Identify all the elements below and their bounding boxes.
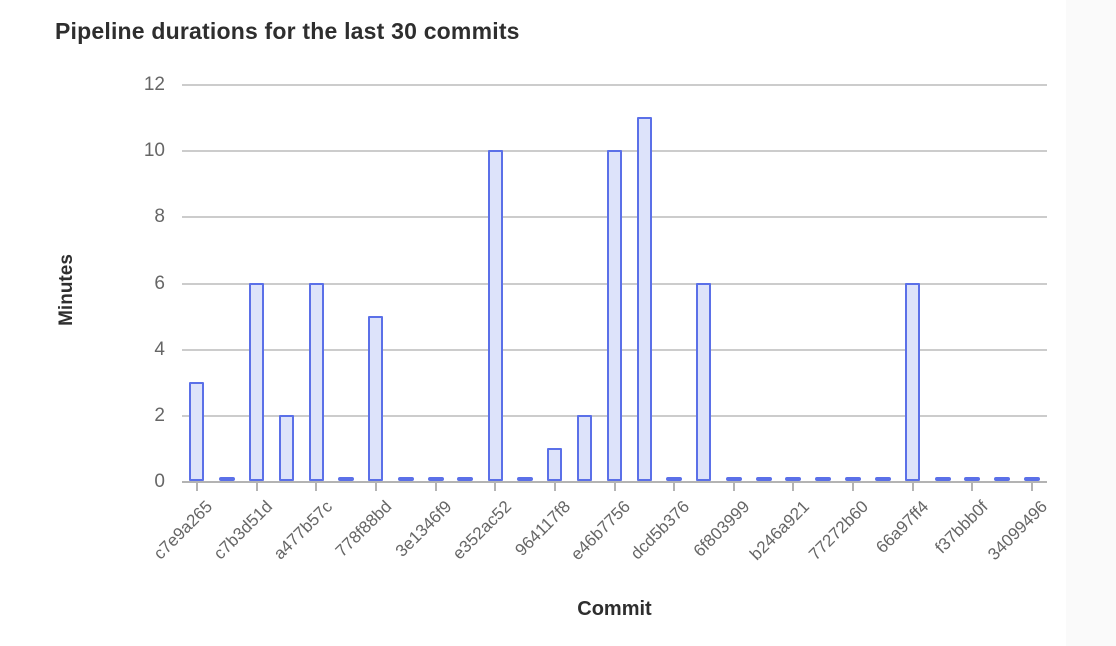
x-tick-label: b246a921 [745, 497, 813, 564]
bar [577, 414, 593, 481]
x-axis-tick [971, 483, 974, 491]
zero-value-bar [338, 477, 355, 481]
x-axis-tick [195, 483, 198, 491]
x-axis-line [182, 481, 1047, 483]
zero-value-bar [427, 477, 444, 481]
bar [308, 282, 324, 481]
gridline [182, 84, 1047, 86]
zero-value-bar [845, 477, 862, 481]
zero-value-bar [397, 477, 414, 481]
y-tick-label: 0 [154, 471, 165, 492]
x-axis-tick [732, 483, 735, 491]
zero-value-bar [785, 477, 802, 481]
bar [249, 282, 265, 481]
x-tick-label: 77272b60 [805, 497, 873, 564]
chart-title: Pipeline durations for the last 30 commi… [55, 18, 520, 44]
zero-value-bar [815, 477, 832, 481]
x-axis-tick [613, 483, 616, 491]
x-tick-label: 778f88bd [331, 497, 396, 561]
x-axis-tick [374, 483, 377, 491]
zero-value-bar [517, 477, 534, 481]
x-axis-tick [673, 483, 676, 491]
x-axis-tick [911, 483, 914, 491]
y-tick-label: 4 [154, 338, 165, 360]
y-tick-label: 12 [143, 74, 165, 95]
x-axis-tick [553, 483, 556, 491]
x-tick-label: e46b7756 [567, 497, 634, 564]
zero-value-bar [755, 477, 772, 481]
zero-value-bar [457, 477, 474, 481]
bar [278, 414, 294, 481]
x-axis-tick [494, 483, 497, 491]
x-axis-tick [434, 483, 437, 491]
x-axis-tick [315, 483, 318, 491]
x-tick-label: 66a97ff4 [872, 497, 933, 558]
zero-value-bar [725, 477, 742, 481]
x-axis-tick [792, 483, 795, 491]
bar [189, 381, 205, 481]
y-axis-title: Minutes [56, 254, 77, 326]
bar [905, 282, 921, 481]
bar [368, 315, 384, 481]
x-tick-label: e352ac52 [448, 497, 515, 564]
x-tick-label: a477b57c [269, 497, 336, 564]
x-axis-title: Commit [577, 598, 652, 620]
x-axis-tick [1031, 483, 1034, 491]
zero-value-bar [666, 477, 683, 481]
zero-value-bar [218, 477, 235, 481]
x-tick-label: c7e9a265 [150, 497, 217, 564]
x-axis-tick [852, 483, 855, 491]
x-tick-label: c7b3d51d [209, 497, 277, 564]
page-background-strip [1066, 0, 1116, 646]
zero-value-bar [1024, 477, 1041, 481]
bar [636, 117, 652, 481]
x-tick-label: dcd5b376 [627, 497, 694, 564]
y-tick-label: 8 [154, 206, 165, 228]
x-tick-label: 34099496 [984, 497, 1052, 564]
zero-value-bar [964, 477, 981, 481]
zero-value-bar [934, 477, 951, 481]
bar [696, 282, 712, 481]
x-tick-label: 3e1346f9 [391, 497, 455, 561]
bar [607, 150, 622, 481]
bar [547, 447, 563, 481]
zero-value-bar [874, 477, 891, 481]
x-axis-tick [255, 483, 258, 491]
x-tick-label: f37bbb0f [931, 497, 992, 558]
zero-value-bar [994, 477, 1011, 481]
y-tick-label: 10 [143, 140, 165, 162]
x-tick-label: 6f803999 [689, 497, 754, 561]
x-tick-label: 964117f8 [511, 497, 575, 560]
y-tick-label: 2 [154, 404, 165, 426]
y-tick-label: 6 [154, 272, 165, 294]
bar [487, 150, 503, 481]
